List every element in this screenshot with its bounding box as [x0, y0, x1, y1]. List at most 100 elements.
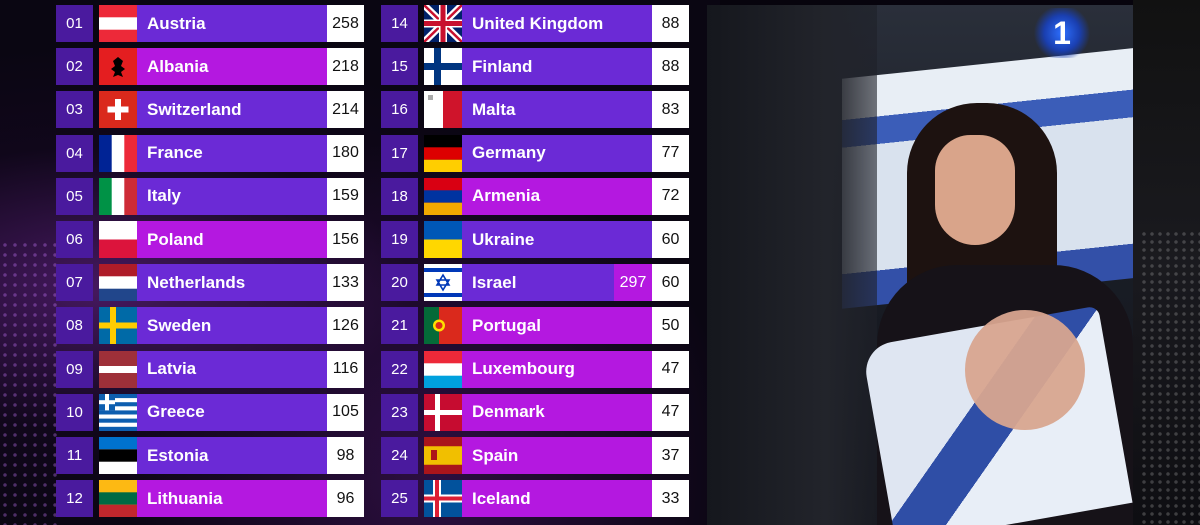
scoreboard-row: 06 Poland 156	[56, 221, 364, 258]
rank-number: 09	[56, 350, 93, 388]
rank-number: 21	[381, 307, 418, 345]
country-name: Denmark	[462, 393, 652, 431]
rank-number: 10	[56, 393, 93, 431]
points-received-badge: 297	[614, 264, 652, 302]
germany-flag-icon	[424, 134, 462, 172]
rank-number: 20	[381, 264, 418, 302]
lithuania-flag-icon	[99, 480, 137, 518]
scoreboard-row: 02 Albania 218	[56, 48, 364, 86]
country-name: Greece	[137, 393, 327, 431]
performer-hand	[965, 310, 1085, 430]
side-crowd-area	[1133, 0, 1200, 525]
rank-number: 01	[56, 5, 93, 42]
rank-number: 22	[381, 350, 418, 388]
rank-number: 24	[381, 437, 418, 474]
rank-number: 06	[56, 221, 93, 258]
switzerland-flag-icon	[99, 91, 137, 129]
rank-number: 08	[56, 307, 93, 345]
country-name: United Kingdom	[462, 5, 652, 42]
scoreboard-row: 08 Sweden 126	[56, 307, 364, 345]
country-score: 105	[327, 393, 364, 431]
scoreboard-row: 25 Iceland 33	[381, 480, 689, 518]
rank-number: 14	[381, 5, 418, 42]
foreground-person	[707, 5, 877, 525]
rank-number: 23	[381, 393, 418, 431]
sweden-flag-icon	[99, 307, 137, 345]
country-name: Italy	[137, 177, 327, 215]
scoreboard-row: 14 United Kingdom 88	[381, 5, 689, 42]
rank-number: 18	[381, 177, 418, 215]
side-net-pattern	[1140, 230, 1200, 525]
country-name: Armenia	[462, 177, 652, 215]
country-score: 33	[652, 480, 689, 518]
spain-flag-icon	[424, 437, 462, 474]
latvia-flag-icon	[99, 350, 137, 388]
country-score: 159	[327, 177, 364, 215]
scoreboard-row: 23 Denmark 47	[381, 393, 689, 431]
country-score: 37	[652, 437, 689, 474]
channel-logo: 1	[1032, 8, 1092, 58]
country-score: 60	[652, 221, 689, 258]
country-name: Iceland	[462, 480, 652, 518]
country-score: 50	[652, 307, 689, 345]
rank-number: 05	[56, 177, 93, 215]
denmark-flag-icon	[424, 393, 462, 431]
ukraine-flag-icon	[424, 221, 462, 258]
country-score: 133	[327, 264, 364, 302]
country-name: Finland	[462, 48, 652, 86]
country-name: Poland	[137, 221, 327, 258]
france-flag-icon	[99, 134, 137, 172]
rank-number: 02	[56, 48, 93, 86]
scoreboard-row: 16 Malta 83	[381, 91, 689, 129]
country-name: Spain	[462, 437, 652, 474]
scoreboard-row: 11 Estonia 98	[56, 437, 364, 474]
scoreboard-row: 15 Finland 88	[381, 48, 689, 86]
scoreboard-row: 07 Netherlands 133	[56, 264, 364, 302]
country-score: 47	[652, 350, 689, 388]
rank-number: 16	[381, 91, 418, 129]
rank-number: 04	[56, 134, 93, 172]
country-score: 60	[652, 264, 689, 302]
country-score: 214	[327, 91, 364, 129]
country-score: 83	[652, 91, 689, 129]
scoreboard-row: 19 Ukraine 60	[381, 221, 689, 258]
country-name: Austria	[137, 5, 327, 42]
rank-number: 12	[56, 480, 93, 518]
decorative-dot-pattern	[0, 240, 60, 525]
finland-flag-icon	[424, 48, 462, 86]
country-score: 180	[327, 134, 364, 172]
scoreboard-row: 18 Armenia 72	[381, 177, 689, 215]
scoreboard-row: 21 Portugal 50	[381, 307, 689, 345]
country-name: Malta	[462, 91, 652, 129]
scoreboard-row: 09 Latvia 116	[56, 350, 364, 388]
rank-number: 25	[381, 480, 418, 518]
country-name: Lithuania	[137, 480, 327, 518]
live-video-feed	[707, 5, 1133, 525]
scoreboard-row: 03 Switzerland 214	[56, 91, 364, 129]
rank-number: 07	[56, 264, 93, 302]
country-name: Luxembourg	[462, 350, 652, 388]
country-score: 88	[652, 48, 689, 86]
austria-flag-icon	[99, 5, 137, 42]
country-score: 98	[327, 437, 364, 474]
armenia-flag-icon	[424, 177, 462, 215]
country-score: 218	[327, 48, 364, 86]
scoreboard-row: 24 Spain 37	[381, 437, 689, 474]
albania-flag-icon	[99, 48, 137, 86]
country-score: 96	[327, 480, 364, 518]
country-name: France	[137, 134, 327, 172]
rank-number: 11	[56, 437, 93, 474]
portugal-flag-icon	[424, 307, 462, 345]
poland-flag-icon	[99, 221, 137, 258]
performer-face	[935, 135, 1015, 245]
country-name: Portugal	[462, 307, 652, 345]
rank-number: 19	[381, 221, 418, 258]
luxembourg-flag-icon	[424, 350, 462, 388]
italy-flag-icon	[99, 177, 137, 215]
country-name: Latvia	[137, 350, 327, 388]
country-score: 126	[327, 307, 364, 345]
country-name: Netherlands	[137, 264, 327, 302]
scoreboard-row: 20 Israel 297 60	[381, 264, 689, 302]
scoreboard-row: 17 Germany 77	[381, 134, 689, 172]
scoreboard-row: 04 France 180	[56, 134, 364, 172]
